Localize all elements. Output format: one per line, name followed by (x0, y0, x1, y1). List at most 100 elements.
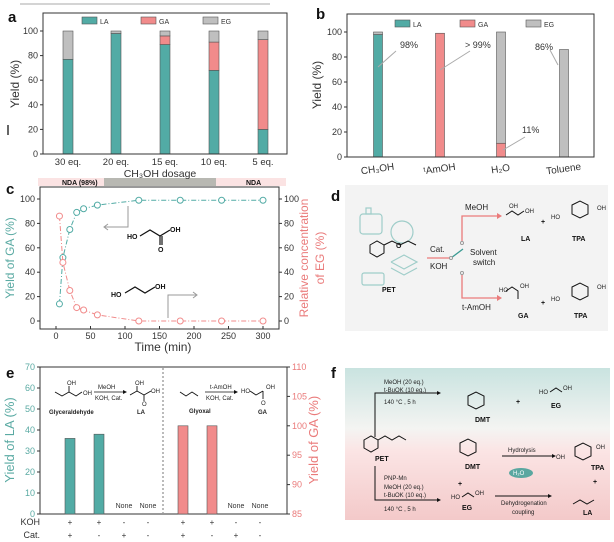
bar-eg (257, 30, 269, 40)
ethylene-glycol-structure (461, 492, 475, 498)
annotation-label: 11% (522, 125, 539, 135)
reagent-label: MeOH (98, 385, 115, 391)
koh-sign: - (123, 518, 126, 527)
glyceraldehyde-reaction: OH OH MeOH KOH, Cat. OH OH O Glyceraldeh… (49, 381, 160, 416)
series-line-eg (58, 216, 263, 322)
y-tick-label: 0 (284, 316, 289, 326)
data-point-ga (259, 196, 267, 204)
plus-sign: + (593, 479, 597, 486)
condition-label: t-BuOK (10 eq.) (384, 493, 426, 499)
x-axis-label: Time (min) (135, 340, 192, 354)
chart-e: OH OH MeOH KOH, Cat. OH OH O Glyceraldeh… (2, 362, 321, 540)
panel-label-d: d (331, 188, 340, 205)
x-tick-label: 250 (221, 331, 236, 341)
bar-la (257, 129, 269, 155)
legend-label-eg: EG (221, 19, 231, 26)
y-axis-label: Yield (%) (8, 60, 22, 108)
image-strip: NDA (98%) NDA (38, 178, 286, 187)
glycolic-acid-structure (505, 286, 519, 299)
bar-la (208, 70, 220, 155)
bar-la (64, 438, 76, 515)
x-tick-label: 100 (117, 331, 132, 341)
data-point-eg (135, 317, 143, 325)
bar-eg (559, 49, 569, 158)
annotation-label: > 99% (465, 40, 491, 50)
bar-eg (62, 30, 74, 60)
y-tick-label: 20 (284, 292, 294, 302)
y-axis-label: Yield of LA (%) (2, 397, 17, 483)
none-label: None (252, 503, 269, 510)
atom-label: HO (499, 288, 508, 294)
y-tick-label: 0 (30, 509, 35, 519)
bar-la (110, 33, 122, 155)
legend-swatch-la (81, 16, 98, 25)
panel-label-a: a (8, 9, 17, 26)
atom-label: OH (520, 284, 529, 290)
atom-label: HO (241, 389, 250, 395)
cat-sign: - (211, 531, 214, 540)
data-point-ga (176, 196, 184, 204)
cat-sign: + (234, 531, 239, 540)
condition-label: 140 °C , 5 h (384, 400, 416, 406)
atom-label: OH (266, 385, 275, 391)
methanol-path (461, 215, 497, 241)
y-tick-label: 105 (292, 391, 307, 401)
bar-ga (257, 39, 269, 130)
y-tick-label: 40 (25, 267, 35, 277)
y-tick-label: 100 (20, 194, 35, 204)
x-tick-label: Toluene (546, 162, 583, 178)
substrate-label: Glyoxal (189, 409, 211, 415)
scheme-d-background (345, 185, 608, 331)
y-tick-label: 40 (332, 102, 342, 112)
data-point-eg (66, 287, 74, 294)
y-tick-label: 0 (337, 152, 342, 162)
legend-label-la: LA (100, 19, 109, 26)
y-tick-label: 20 (25, 467, 35, 477)
glyoxal-reaction: Glyoxal t-AmOH KOH, Cat. HO OH O GA (179, 385, 275, 416)
y-tick-label: 30 (25, 446, 35, 456)
product-label: LA (583, 510, 592, 517)
plot-frame (346, 13, 595, 158)
product-label: GA (518, 313, 529, 320)
atom-label: OH (563, 386, 572, 392)
data-point-eg (73, 304, 81, 312)
atom-label: O (142, 402, 147, 408)
row-label-cat: Cat. (23, 530, 40, 540)
x-tick-label: 15 eq. (152, 157, 178, 168)
y-tick-label: 100 (292, 421, 307, 431)
bar-ga (159, 35, 171, 45)
koh-sign: + (210, 518, 215, 527)
atom-label: HO (539, 390, 548, 396)
top-route-arrow (374, 392, 437, 437)
y-tick-label: 60 (284, 243, 294, 253)
bar-la (159, 44, 171, 155)
benzene-ring-icon (467, 391, 485, 410)
x-tick-label: 300 (255, 331, 270, 341)
legend-swatch-la (394, 19, 411, 28)
y-tick-label: 60 (25, 383, 35, 393)
ethylene-glycol-structure (549, 387, 563, 393)
y-tick-label: 70 (25, 362, 35, 372)
data-point-ga (66, 226, 74, 233)
y-axis-label: Relative concentration (297, 199, 311, 318)
legend-label-la: LA (413, 22, 422, 29)
y-tick-label: 10 (25, 488, 35, 498)
axis-pointer-arrows (103, 206, 198, 318)
y-tick-label: 40 (284, 267, 294, 277)
product-label: DMT (475, 417, 491, 424)
reagent-label: KOH, Cat. (206, 396, 234, 402)
atom-label: HO (451, 495, 460, 501)
atom-label: OH (170, 227, 181, 234)
koh-sign: - (147, 518, 150, 527)
y-tick-label: 85 (292, 509, 302, 519)
atom-label: HO (111, 292, 122, 299)
none-label: None (116, 503, 133, 510)
x-axis-label: CH₃OH dosage (124, 168, 197, 180)
atom-label: OH (596, 445, 605, 451)
cat-sign: - (147, 531, 150, 540)
y-tick-label: 80 (25, 218, 35, 228)
arrow-head-icon (234, 390, 238, 394)
plus-sign: + (541, 300, 545, 307)
atom-label: OH (509, 204, 518, 210)
atom-label: OH (67, 381, 76, 387)
